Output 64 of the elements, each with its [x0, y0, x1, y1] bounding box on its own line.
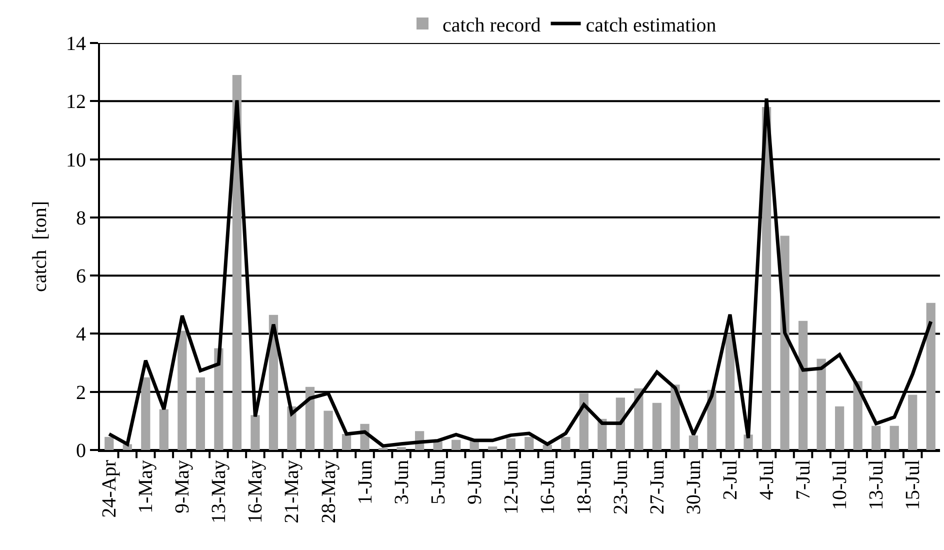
bar [890, 426, 899, 450]
bar [342, 434, 352, 450]
x-tick-label: 30-Jun [682, 460, 705, 514]
bar [725, 334, 735, 450]
legend-label: catch record [442, 14, 541, 36]
bar [506, 438, 516, 450]
bar [634, 388, 644, 450]
y-tick-label: 8 [76, 207, 86, 230]
y-tick-label: 6 [76, 266, 86, 288]
bar [305, 386, 315, 450]
x-tick-label: 13-May [208, 460, 230, 524]
y-tick-label: 12 [66, 91, 86, 114]
x-tick-label: 16-May [244, 460, 267, 524]
y-tick-label: 14 [66, 33, 86, 55]
bar [104, 436, 114, 450]
x-tick-label: 13-Jul [866, 460, 888, 510]
bar [616, 398, 625, 450]
y-tick-label: 0 [76, 440, 86, 462]
bar [744, 434, 753, 450]
bar [853, 381, 862, 450]
bar [196, 377, 205, 450]
bar [798, 320, 808, 450]
x-tick-label: 4-Jul [756, 460, 778, 500]
bar [561, 436, 570, 450]
x-tick-label: 16-Jun [536, 460, 559, 514]
x-tick-label: 1-May [135, 460, 158, 514]
x-tick-label: 1-Jun [354, 460, 376, 504]
x-tick-label: 2-Jul [720, 460, 742, 500]
x-tick-label: 18-Jun [573, 460, 596, 514]
bar [452, 440, 461, 450]
bar [141, 377, 150, 450]
bar [159, 409, 168, 450]
y-tick-label: 4 [76, 324, 86, 346]
x-tick-label: 5-Jun [427, 460, 450, 504]
bar [324, 410, 333, 450]
bar [652, 402, 662, 450]
bar [488, 446, 498, 450]
bar [835, 406, 844, 450]
bar [524, 436, 534, 450]
bar [816, 358, 826, 450]
x-tick-label: 28-May [318, 460, 340, 524]
legend-label: catch estimation [586, 14, 716, 36]
x-tick-label: 24-Apr [98, 460, 121, 518]
bar [688, 435, 698, 450]
bar [908, 394, 918, 450]
y-tick-label: 10 [66, 149, 86, 172]
x-tick-label: 9-May [172, 460, 194, 514]
y-tick-label: 2 [76, 382, 86, 404]
bar [926, 302, 936, 450]
x-tick-label: 15-Jul [902, 460, 924, 510]
x-tick-label: 10-Jul [829, 460, 852, 510]
x-tick-label: 21-May [281, 460, 304, 524]
x-tick-label: 12-Jun [500, 460, 522, 514]
x-tick-label: 3-Jun [390, 460, 413, 504]
x-tick-label: 27-Jun [646, 460, 668, 514]
x-tick-label: 9-Jun [464, 460, 486, 504]
bar [396, 447, 406, 450]
bar [178, 330, 187, 450]
bar [214, 348, 224, 450]
bar [872, 426, 881, 450]
bar [250, 415, 260, 450]
x-tick-label: 23-Jun [610, 460, 632, 514]
x-tick-label: 7-Jul [792, 460, 815, 500]
y-axis-title: catch [ton] [29, 200, 51, 292]
